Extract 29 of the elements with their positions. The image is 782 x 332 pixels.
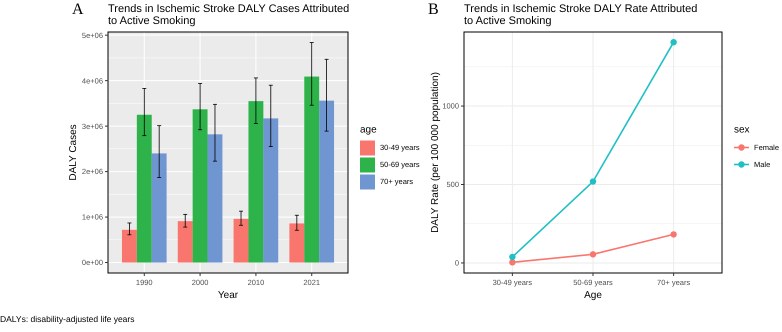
- x-axis-title: Year: [218, 290, 239, 301]
- bar: [248, 101, 264, 263]
- bar: [319, 100, 334, 263]
- point: [590, 178, 596, 185]
- chart-title: Trends in Ischemic Stroke DALY Rate Attributed to Active Smoking: [464, 3, 698, 27]
- bar: [234, 218, 248, 263]
- bar: [263, 118, 278, 263]
- bar: [289, 223, 304, 263]
- bar: [208, 134, 222, 263]
- bar: [122, 230, 137, 263]
- bar: [178, 221, 193, 263]
- bar: [192, 109, 208, 263]
- chart-title: Trends in Ischemic Stroke DALY Cases Attributed to Active Smoking: [108, 3, 350, 27]
- x-axis-title: Age: [584, 290, 602, 301]
- legend-title: age: [360, 124, 378, 136]
- point: [509, 254, 516, 260]
- text: DALYs: disability-adjusted life years: [0, 314, 134, 324]
- y-axis-title: DALY Rate (per 100 000 population): [430, 72, 441, 233]
- bar: [136, 114, 152, 263]
- point: [509, 259, 516, 266]
- text: A: [72, 1, 84, 18]
- text: B: [428, 1, 439, 18]
- bar: [304, 76, 320, 263]
- point: [590, 251, 596, 258]
- bar: [152, 153, 167, 263]
- point: [670, 39, 677, 46]
- point: [670, 231, 677, 238]
- y-axis-title: DALY Cases: [68, 124, 79, 181]
- legend-title: sex: [734, 124, 750, 136]
